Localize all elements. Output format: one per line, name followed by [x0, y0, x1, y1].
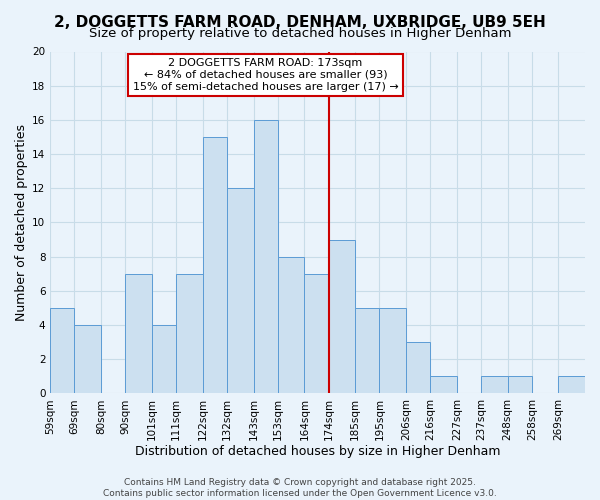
Bar [254, 120, 278, 394]
Bar [125, 274, 152, 394]
Bar [430, 376, 457, 394]
Text: 2 DOGGETTS FARM ROAD: 173sqm
← 84% of detached houses are smaller (93)
15% of se: 2 DOGGETTS FARM ROAD: 173sqm ← 84% of de… [133, 58, 398, 92]
Bar [227, 188, 254, 394]
Bar [152, 325, 176, 394]
Bar [50, 308, 74, 394]
Bar [508, 376, 532, 394]
Bar [406, 342, 430, 394]
X-axis label: Distribution of detached houses by size in Higher Denham: Distribution of detached houses by size … [135, 444, 500, 458]
Y-axis label: Number of detached properties: Number of detached properties [15, 124, 28, 321]
Bar [329, 240, 355, 394]
Text: Contains HM Land Registry data © Crown copyright and database right 2025.
Contai: Contains HM Land Registry data © Crown c… [103, 478, 497, 498]
Bar [278, 256, 304, 394]
Text: Size of property relative to detached houses in Higher Denham: Size of property relative to detached ho… [89, 28, 511, 40]
Bar [559, 376, 585, 394]
Bar [74, 325, 101, 394]
Bar [203, 137, 227, 394]
Bar [481, 376, 508, 394]
Bar [355, 308, 379, 394]
Bar [379, 308, 406, 394]
Text: 2, DOGGETTS FARM ROAD, DENHAM, UXBRIDGE, UB9 5EH: 2, DOGGETTS FARM ROAD, DENHAM, UXBRIDGE,… [54, 15, 546, 30]
Bar [176, 274, 203, 394]
Bar [304, 274, 329, 394]
